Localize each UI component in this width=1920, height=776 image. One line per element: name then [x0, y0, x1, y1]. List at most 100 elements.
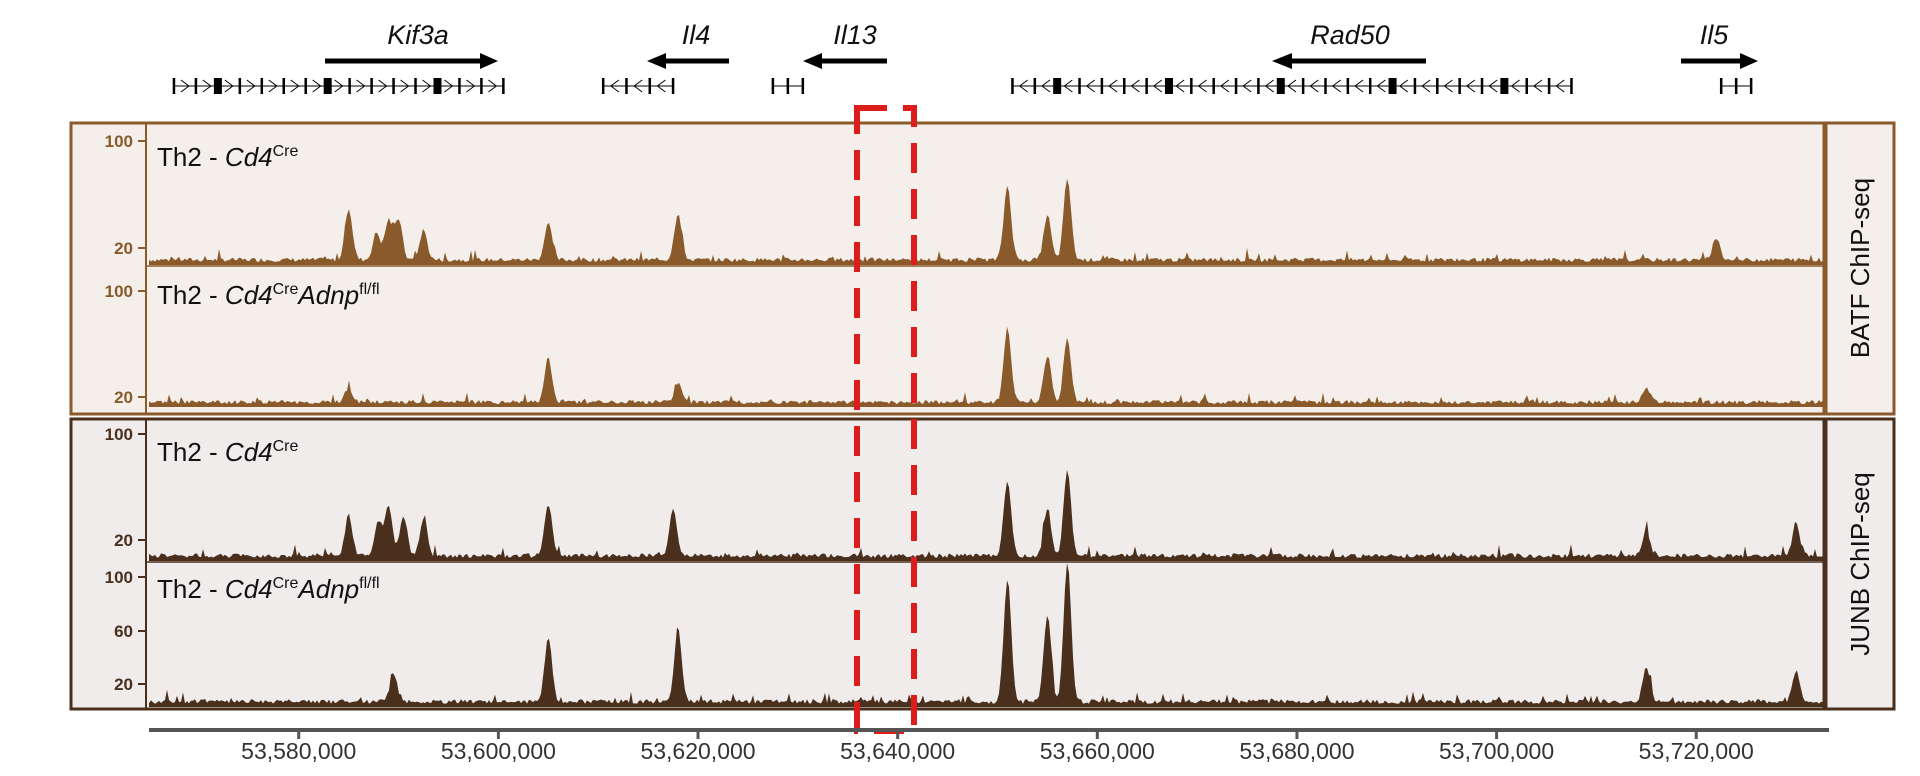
- gene-exon: [1458, 78, 1461, 94]
- kif3a-arrowhead: [480, 53, 498, 69]
- gene-exon: [801, 78, 805, 94]
- gene-strand-chevron: [422, 79, 432, 93]
- gene-exon: [1011, 78, 1014, 94]
- x-tick-label: 53,660,000: [1040, 738, 1155, 764]
- gene-exon: [601, 78, 605, 94]
- gene-exon: [213, 78, 222, 94]
- gene-exon: [370, 78, 373, 94]
- gene-label-il5: Il5: [1700, 20, 1730, 50]
- ytick-label-100: 100: [105, 568, 133, 587]
- gene-exon: [392, 78, 395, 94]
- ytick-label-20: 20: [114, 675, 133, 694]
- gene-annotation-track: Kif3a Il4 Il13 Rad50 Il5: [172, 20, 1758, 94]
- gene-strand-chevron: [356, 79, 366, 93]
- gene-strand-chevron: [224, 79, 234, 93]
- batf-label-box: [1824, 121, 1896, 416]
- gene-strand-chevron: [1331, 79, 1341, 93]
- gene-strand-chevron: [444, 79, 454, 93]
- gene-exon: [1053, 78, 1062, 94]
- ytick-label-20: 20: [114, 388, 133, 407]
- gene-strand-chevron: [378, 79, 388, 93]
- gene-label-il4: Il4: [682, 20, 711, 50]
- gene-strand-chevron: [1152, 79, 1163, 93]
- ytick-label-100: 100: [105, 425, 133, 444]
- gene-strand-chevron: [1242, 79, 1252, 93]
- gene-exon: [304, 78, 307, 94]
- track-title-batf-cd4cre: Th2 - Cd4Cre: [157, 142, 299, 172]
- gene-exon: [1212, 78, 1215, 94]
- gene-exon-models: [172, 78, 1753, 94]
- x-tick-label: 53,700,000: [1439, 738, 1554, 764]
- gene-strand-chevron: [1376, 79, 1386, 93]
- gene-label-kif3a: Kif3a: [387, 20, 449, 50]
- gene-strand-chevron: [1398, 79, 1409, 93]
- gene-exon: [1324, 78, 1327, 94]
- gene-strand-chevron: [202, 79, 212, 93]
- gene-strand-chevron: [1421, 79, 1431, 93]
- gene-exon: [771, 78, 775, 94]
- gene-exon: [1547, 78, 1551, 94]
- gene-exon: [238, 78, 242, 94]
- gene-strand-chevron: [1041, 79, 1051, 93]
- il4-arrowhead: [647, 53, 666, 69]
- ytick-label-60: 60: [114, 622, 133, 641]
- gene-strand-chevron: [180, 79, 190, 93]
- gene-exon: [1257, 78, 1260, 94]
- gene-strand-chevron: [1220, 79, 1230, 93]
- gene-exon: [1413, 78, 1417, 94]
- gene-strand-chevron: [1018, 79, 1028, 93]
- gene-strand-chevron: [1175, 79, 1185, 93]
- gene-strand-chevron: [1309, 79, 1319, 93]
- gene-exon: [1500, 78, 1509, 94]
- gene-strand-chevron: [1510, 79, 1520, 93]
- gene-exon: [433, 78, 442, 94]
- ytick-label-100: 100: [105, 282, 133, 301]
- gene-exon: [194, 78, 198, 94]
- il13-arrowhead: [803, 53, 822, 69]
- gene-strand-chevron: [1555, 79, 1565, 93]
- gene-strand-chevron: [1287, 79, 1297, 93]
- gene-exon: [458, 78, 461, 94]
- gene-exon: [1234, 78, 1238, 94]
- gene-exon: [1164, 78, 1173, 94]
- ytick-label-100: 100: [105, 132, 133, 151]
- panel-label-junb: JUNB ChIP-seq: [1845, 472, 1875, 656]
- batf-panel-frame: [69, 121, 1826, 416]
- gene-strand-chevron: [246, 79, 256, 93]
- gene-strand-chevron: [1197, 79, 1207, 93]
- gene-exon: [480, 78, 483, 94]
- gene-label-rad50: Rad50: [1310, 20, 1390, 50]
- junb-panel-frame: [69, 417, 1826, 711]
- ytick-label-20: 20: [114, 239, 133, 258]
- gene-exon: [648, 78, 652, 94]
- gene-strand-chevron: [609, 79, 620, 93]
- gene-exon: [1123, 78, 1126, 94]
- gene-exon: [348, 78, 351, 94]
- gene-strand-chevron: [1130, 79, 1140, 93]
- gene-exon: [414, 78, 417, 94]
- gene-strand-chevron: [1108, 79, 1118, 93]
- gene-strand-chevron: [312, 79, 322, 93]
- chip-seq-panels: 100 20 100 20 100 20 100 60 20 Th2 - Cd4…: [69, 121, 1896, 711]
- gene-strand-chevron: [290, 79, 300, 93]
- gene-strand-chevron: [488, 79, 498, 93]
- gene-strand-chevron: [1085, 79, 1096, 93]
- gene-exon: [1301, 78, 1305, 94]
- gene-exon: [1570, 78, 1573, 94]
- x-tick-label: 53,580,000: [241, 738, 356, 764]
- gene-exon: [671, 78, 675, 94]
- x-tick-label: 53,720,000: [1639, 738, 1754, 764]
- gene-label-il13: Il13: [833, 20, 877, 50]
- il5-arrowhead: [1740, 53, 1758, 69]
- gene-exon: [260, 78, 264, 94]
- ytick-label-20: 20: [114, 531, 133, 550]
- x-tick-label: 53,640,000: [840, 738, 955, 764]
- x-tick-label: 53,680,000: [1239, 738, 1354, 764]
- gene-exon: [1145, 78, 1148, 94]
- gene-strand-chevron: [633, 79, 643, 93]
- x-axis: 53,580,000 53,600,000 53,620,000 53,640,000…: [149, 728, 1829, 764]
- gene-exon: [786, 78, 790, 94]
- gene-strand-chevron: [1443, 79, 1453, 93]
- gene-strand-chevron: [1264, 79, 1274, 93]
